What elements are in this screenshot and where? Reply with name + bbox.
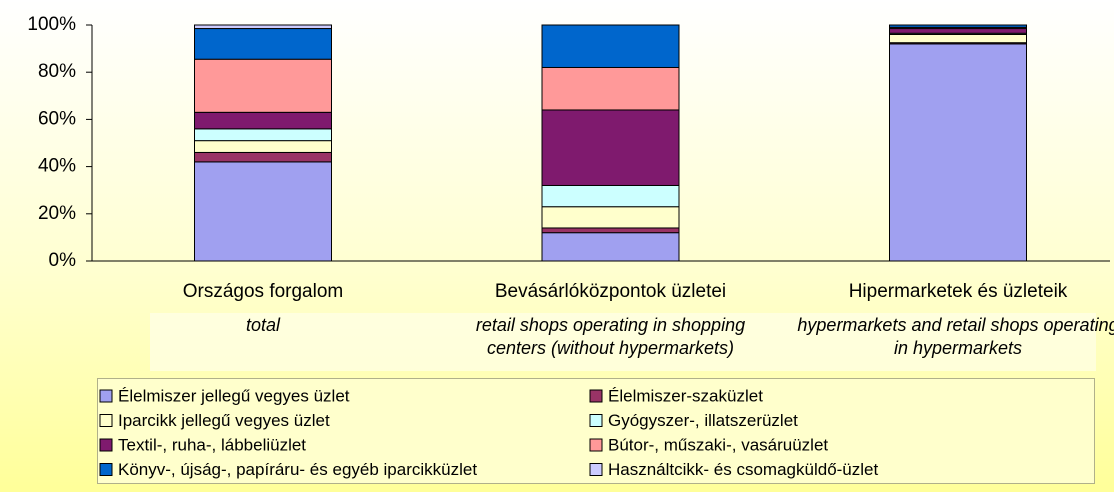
x-tick-label: Bevásárlóközpontok üzletei: [495, 281, 726, 302]
category-subtitle: total: [245, 315, 281, 335]
legend-swatch: [99, 414, 113, 427]
y-tick-label: 100%: [27, 14, 76, 35]
subtitle-band: [150, 313, 1096, 371]
legend-swatch: [99, 463, 113, 476]
bar-segment: [889, 28, 1027, 34]
y-tick-label: 60%: [38, 108, 76, 129]
bar-segment: [194, 58, 332, 113]
legend-label: Könyv-, újság-, papíráru- és egyéb iparc…: [118, 460, 477, 479]
bar-segment: [889, 43, 1027, 262]
bar-segment: [194, 24, 332, 30]
category-subtitle: hypermarkets and retail shops operating …: [797, 315, 1114, 358]
legend-swatch: [99, 389, 113, 403]
bar-segment: [541, 206, 680, 229]
legend-label: Használtcikk- és csomagküldő-üzlet: [608, 460, 878, 479]
legend-swatch: [589, 463, 603, 476]
legend-label: Élelmiszer-szaküzlet: [608, 386, 763, 405]
legend-swatch: [589, 414, 603, 427]
category-subtitle: retail shops operating in shopping cente…: [475, 315, 746, 358]
x-tick-label: Országos forgalom: [183, 281, 344, 302]
bar-segment: [194, 28, 332, 60]
legend-label: Bútor-, műszaki-, vasáruüzlet: [608, 435, 828, 454]
bar-segment: [194, 161, 332, 262]
bar-segment: [194, 111, 332, 130]
bar-segment: [541, 66, 680, 111]
bar-segment: [194, 140, 332, 153]
bar-segment: [889, 33, 1027, 44]
bar-segment: [194, 151, 332, 163]
legend-swatch: [589, 438, 603, 452]
x-tick-label: Hipermarketek és üzleteik: [849, 281, 1068, 302]
bar-segment: [541, 24, 680, 68]
legend-label: Gyógyszer-, illatszerüzlet: [608, 411, 798, 430]
legend-swatch: [589, 389, 603, 403]
bar-segment: [541, 184, 680, 208]
y-tick-label: 80%: [38, 61, 76, 82]
y-tick-label: 40%: [38, 156, 76, 177]
legend-swatch: [99, 438, 113, 452]
bar-segment: [194, 128, 332, 142]
y-tick-label: 0%: [49, 250, 77, 271]
legend-label: Iparcikk jellegű vegyes üzlet: [118, 411, 330, 430]
bar-segment: [541, 232, 680, 262]
y-tick-label: 20%: [38, 203, 76, 224]
bar-segment: [541, 227, 680, 234]
legend-label: Textil-, ruha-, lábbeliüzlet: [118, 435, 306, 454]
bar-segment: [541, 109, 680, 186]
legend-label: Élelmiszer jellegű vegyes üzlet: [118, 386, 350, 405]
bar-segment: [889, 24, 1027, 28]
